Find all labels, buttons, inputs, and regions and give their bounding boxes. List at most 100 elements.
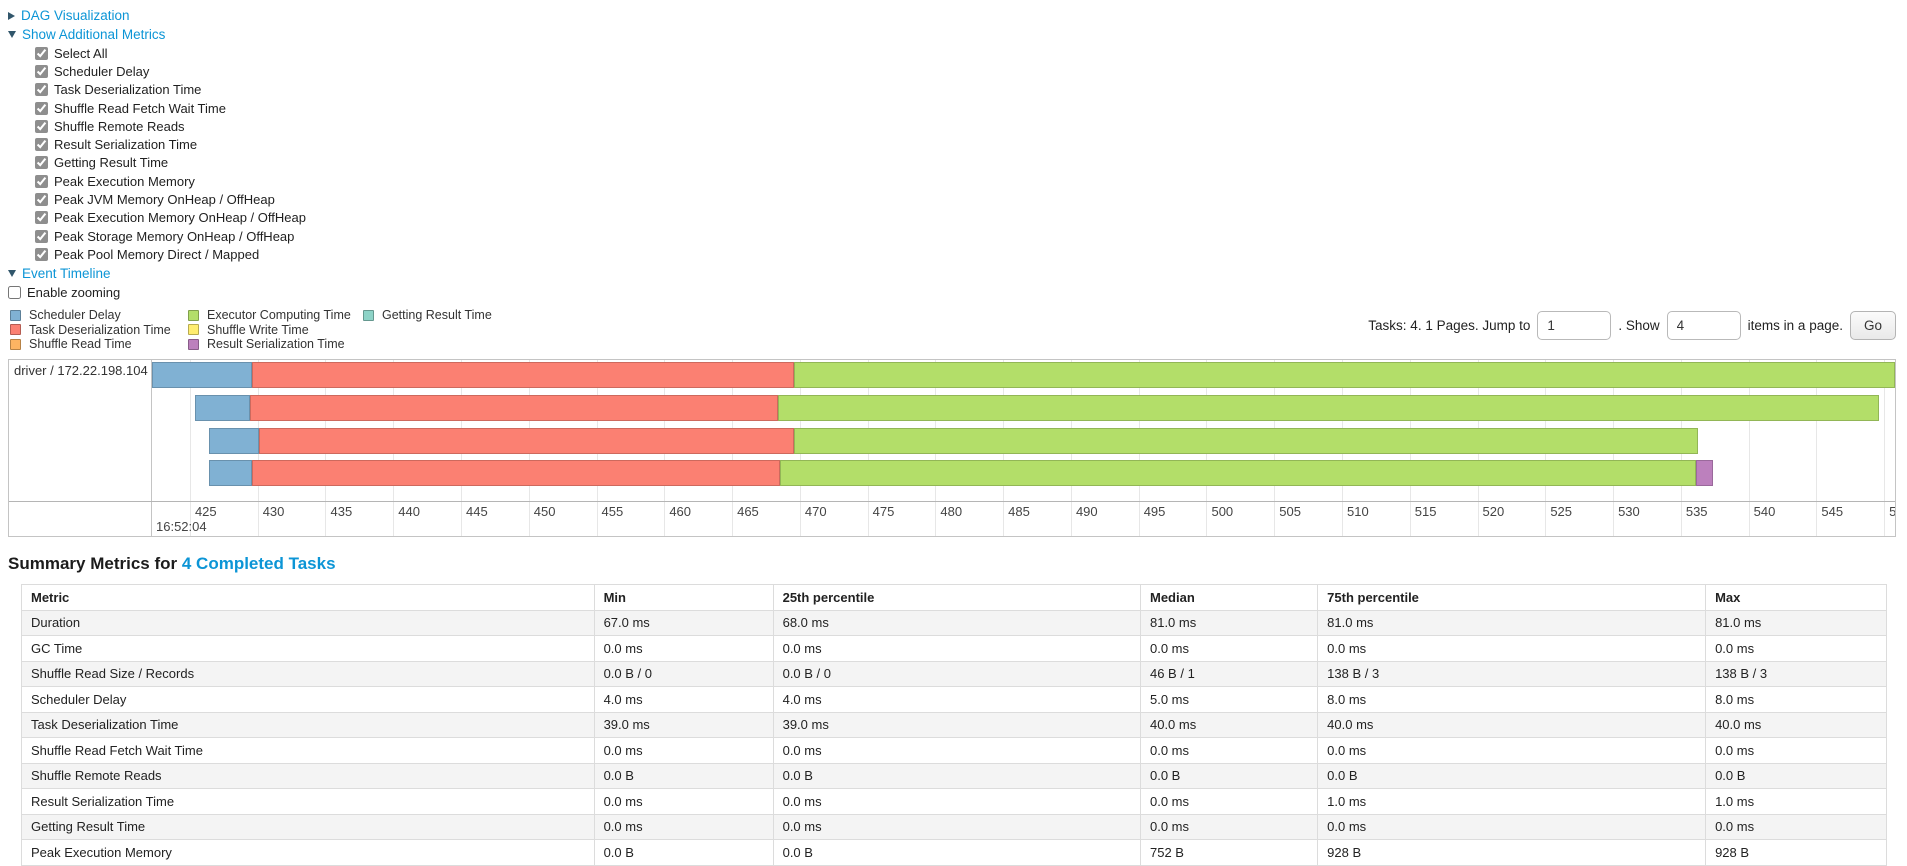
event-timeline-expander[interactable]: Event Timeline: [8, 264, 1896, 283]
axis-tick-label: 520: [1482, 504, 1505, 520]
result-serialization-swatch-icon: [188, 338, 199, 350]
legend-entry-label: Scheduler Delay: [29, 308, 121, 323]
timeline-plot-area: [152, 360, 1895, 502]
axis-tick-label: 545: [1821, 504, 1844, 520]
table-header-cell: Median: [1139, 584, 1319, 611]
event-timeline-label: Event Timeline: [22, 265, 111, 281]
metric-checkbox[interactable]: [35, 211, 48, 225]
table-row: Task Deserialization Time 39.0 ms 39.0 ms 4…: [21, 711, 1887, 739]
table-row: GC Time 0.0 ms 0.0 ms 0.0 ms 0.0 ms 0.0 ms: [21, 635, 1887, 662]
chevron-down-icon: [8, 31, 16, 38]
metric-checkbox-label: Peak Pool Memory Direct / Mapped: [54, 246, 260, 262]
legend-entry: Scheduler Delay: [10, 308, 188, 323]
metric-value-cell: 0.0 ms: [593, 813, 774, 841]
task-deserialization-segment[interactable]: [249, 394, 779, 421]
show-additional-metrics-expander[interactable]: Show Additional Metrics: [8, 25, 1896, 44]
go-button[interactable]: Go: [1849, 310, 1896, 340]
timeline-gridline: [189, 360, 191, 502]
metric-checkbox[interactable]: [35, 119, 48, 133]
axis-tick-line: [1884, 502, 1886, 537]
axis-tick-label: 485: [1008, 504, 1030, 520]
executor-computing-segment[interactable]: [794, 362, 1895, 389]
metric-value-cell: 0.0 ms: [1317, 635, 1707, 662]
metric-value-cell: 0.0 ms: [1139, 788, 1319, 815]
axis-tick-label: 435: [330, 504, 353, 520]
scheduler-delay-segment[interactable]: [208, 427, 260, 454]
metric-checkbox-row: Peak Storage Memory OnHeap / OffHeap: [35, 227, 1896, 245]
axis-tick-line: [1070, 502, 1072, 537]
chevron-down-icon: [8, 269, 16, 277]
metric-checkbox[interactable]: [35, 156, 48, 170]
scheduler-delay-segment[interactable]: [208, 460, 253, 487]
scheduler-delay-segment[interactable]: [152, 362, 253, 389]
summary-title-prefix: Summary Metrics for: [8, 554, 178, 574]
enable-zooming-checkbox[interactable]: [8, 286, 21, 300]
metric-checkbox[interactable]: [35, 174, 48, 188]
metric-value-cell: 138 B / 3: [1317, 660, 1707, 688]
metric-checkbox[interactable]: [35, 101, 48, 115]
metric-value-cell: 68.0 ms: [772, 609, 1141, 637]
metric-value-cell: 39.0 ms: [772, 711, 1141, 739]
metric-checkbox[interactable]: [35, 64, 48, 78]
task-deserialization-segment[interactable]: [252, 362, 795, 389]
executor-computing-segment[interactable]: [779, 460, 1696, 487]
task-deserialization-segment[interactable]: [252, 460, 780, 487]
axis-tick-label: 530: [1618, 504, 1640, 520]
axis-tick-label: 550: [1889, 504, 1895, 520]
metric-name-cell: Shuffle Read Fetch Wait Time: [21, 737, 595, 764]
metric-checkbox[interactable]: [35, 247, 48, 261]
metric-name-cell: Result Serialization Time: [21, 788, 595, 815]
timeline-gridline: [1884, 360, 1886, 502]
legend-entry-label: Shuffle Write Time: [207, 322, 309, 337]
metric-checkbox-row: Peak Execution Memory: [35, 172, 1896, 190]
metric-value-cell: 0.0 B: [772, 762, 1141, 790]
axis-tick-label: 430: [262, 504, 285, 520]
executor-computing-segment[interactable]: [794, 427, 1699, 454]
metric-value-cell: 0.0 ms: [593, 737, 774, 764]
table-header-row: Metric Min 25th percentile Median 75th perce…: [21, 584, 1887, 611]
axis-tick-line: [596, 502, 598, 537]
jump-to-page-input[interactable]: [1537, 310, 1612, 340]
metric-name-cell: Peak Execution Memory: [21, 839, 595, 866]
metric-value-cell: 81.0 ms: [1705, 609, 1887, 637]
axis-tick-line: [1138, 502, 1140, 537]
metric-value-cell: 752 B: [1139, 839, 1319, 866]
axis-tick-label: 525: [1550, 504, 1573, 520]
metric-checkbox[interactable]: [35, 83, 48, 97]
timeline-axis-spacer: [9, 502, 152, 537]
axis-tick-line: [1409, 502, 1411, 537]
items-per-page-input[interactable]: [1666, 310, 1741, 340]
axis-tick-label: 535: [1685, 504, 1708, 520]
axis-tick-label: 510: [1347, 504, 1369, 520]
axis-tick-label: 440: [398, 504, 420, 520]
metric-checkbox-label: Shuffle Read Fetch Wait Time: [54, 100, 226, 116]
metric-checkbox[interactable]: [35, 193, 48, 207]
metric-checkbox-row: Peak Execution Memory OnHeap / OffHeap: [35, 209, 1896, 227]
metric-value-cell: 0.0 ms: [772, 635, 1141, 662]
dag-visualization-expander[interactable]: DAG Visualization: [8, 6, 1896, 25]
executor-computing-swatch-icon: [188, 309, 199, 321]
shuffle-write-swatch-icon: [188, 324, 199, 336]
scheduler-delay-swatch-icon: [10, 309, 21, 321]
metric-checkbox-row: Scheduler Delay: [35, 62, 1896, 80]
result-serialization-segment[interactable]: [1695, 460, 1714, 487]
task-deserialization-segment[interactable]: [259, 427, 795, 454]
metric-checkbox-label: Task Deserialization Time: [54, 82, 202, 98]
metric-value-cell: 5.0 ms: [1139, 686, 1319, 713]
axis-tick-label: 465: [737, 504, 759, 520]
metric-value-cell: 0.0 ms: [1317, 737, 1707, 764]
metric-checkbox-row: Peak Pool Memory Direct / Mapped: [35, 245, 1896, 263]
metric-value-cell: 138 B / 3: [1705, 660, 1887, 688]
metric-checkbox[interactable]: [35, 138, 48, 152]
metric-checkbox[interactable]: [35, 46, 48, 60]
metric-value-cell: 0.0 ms: [772, 788, 1141, 815]
scheduler-delay-segment[interactable]: [195, 394, 250, 421]
table-row: Shuffle Read Fetch Wait Time 0.0 ms 0.0 ms…: [21, 737, 1887, 764]
legend-entry-label: Shuffle Read Time: [29, 337, 132, 352]
table-header-cell: Max: [1705, 584, 1887, 611]
executor-computing-segment[interactable]: [778, 394, 1879, 421]
metric-checkbox[interactable]: [35, 229, 48, 243]
metric-value-cell: 4.0 ms: [772, 686, 1141, 713]
completed-tasks-link[interactable]: 4 Completed Tasks: [181, 554, 336, 574]
